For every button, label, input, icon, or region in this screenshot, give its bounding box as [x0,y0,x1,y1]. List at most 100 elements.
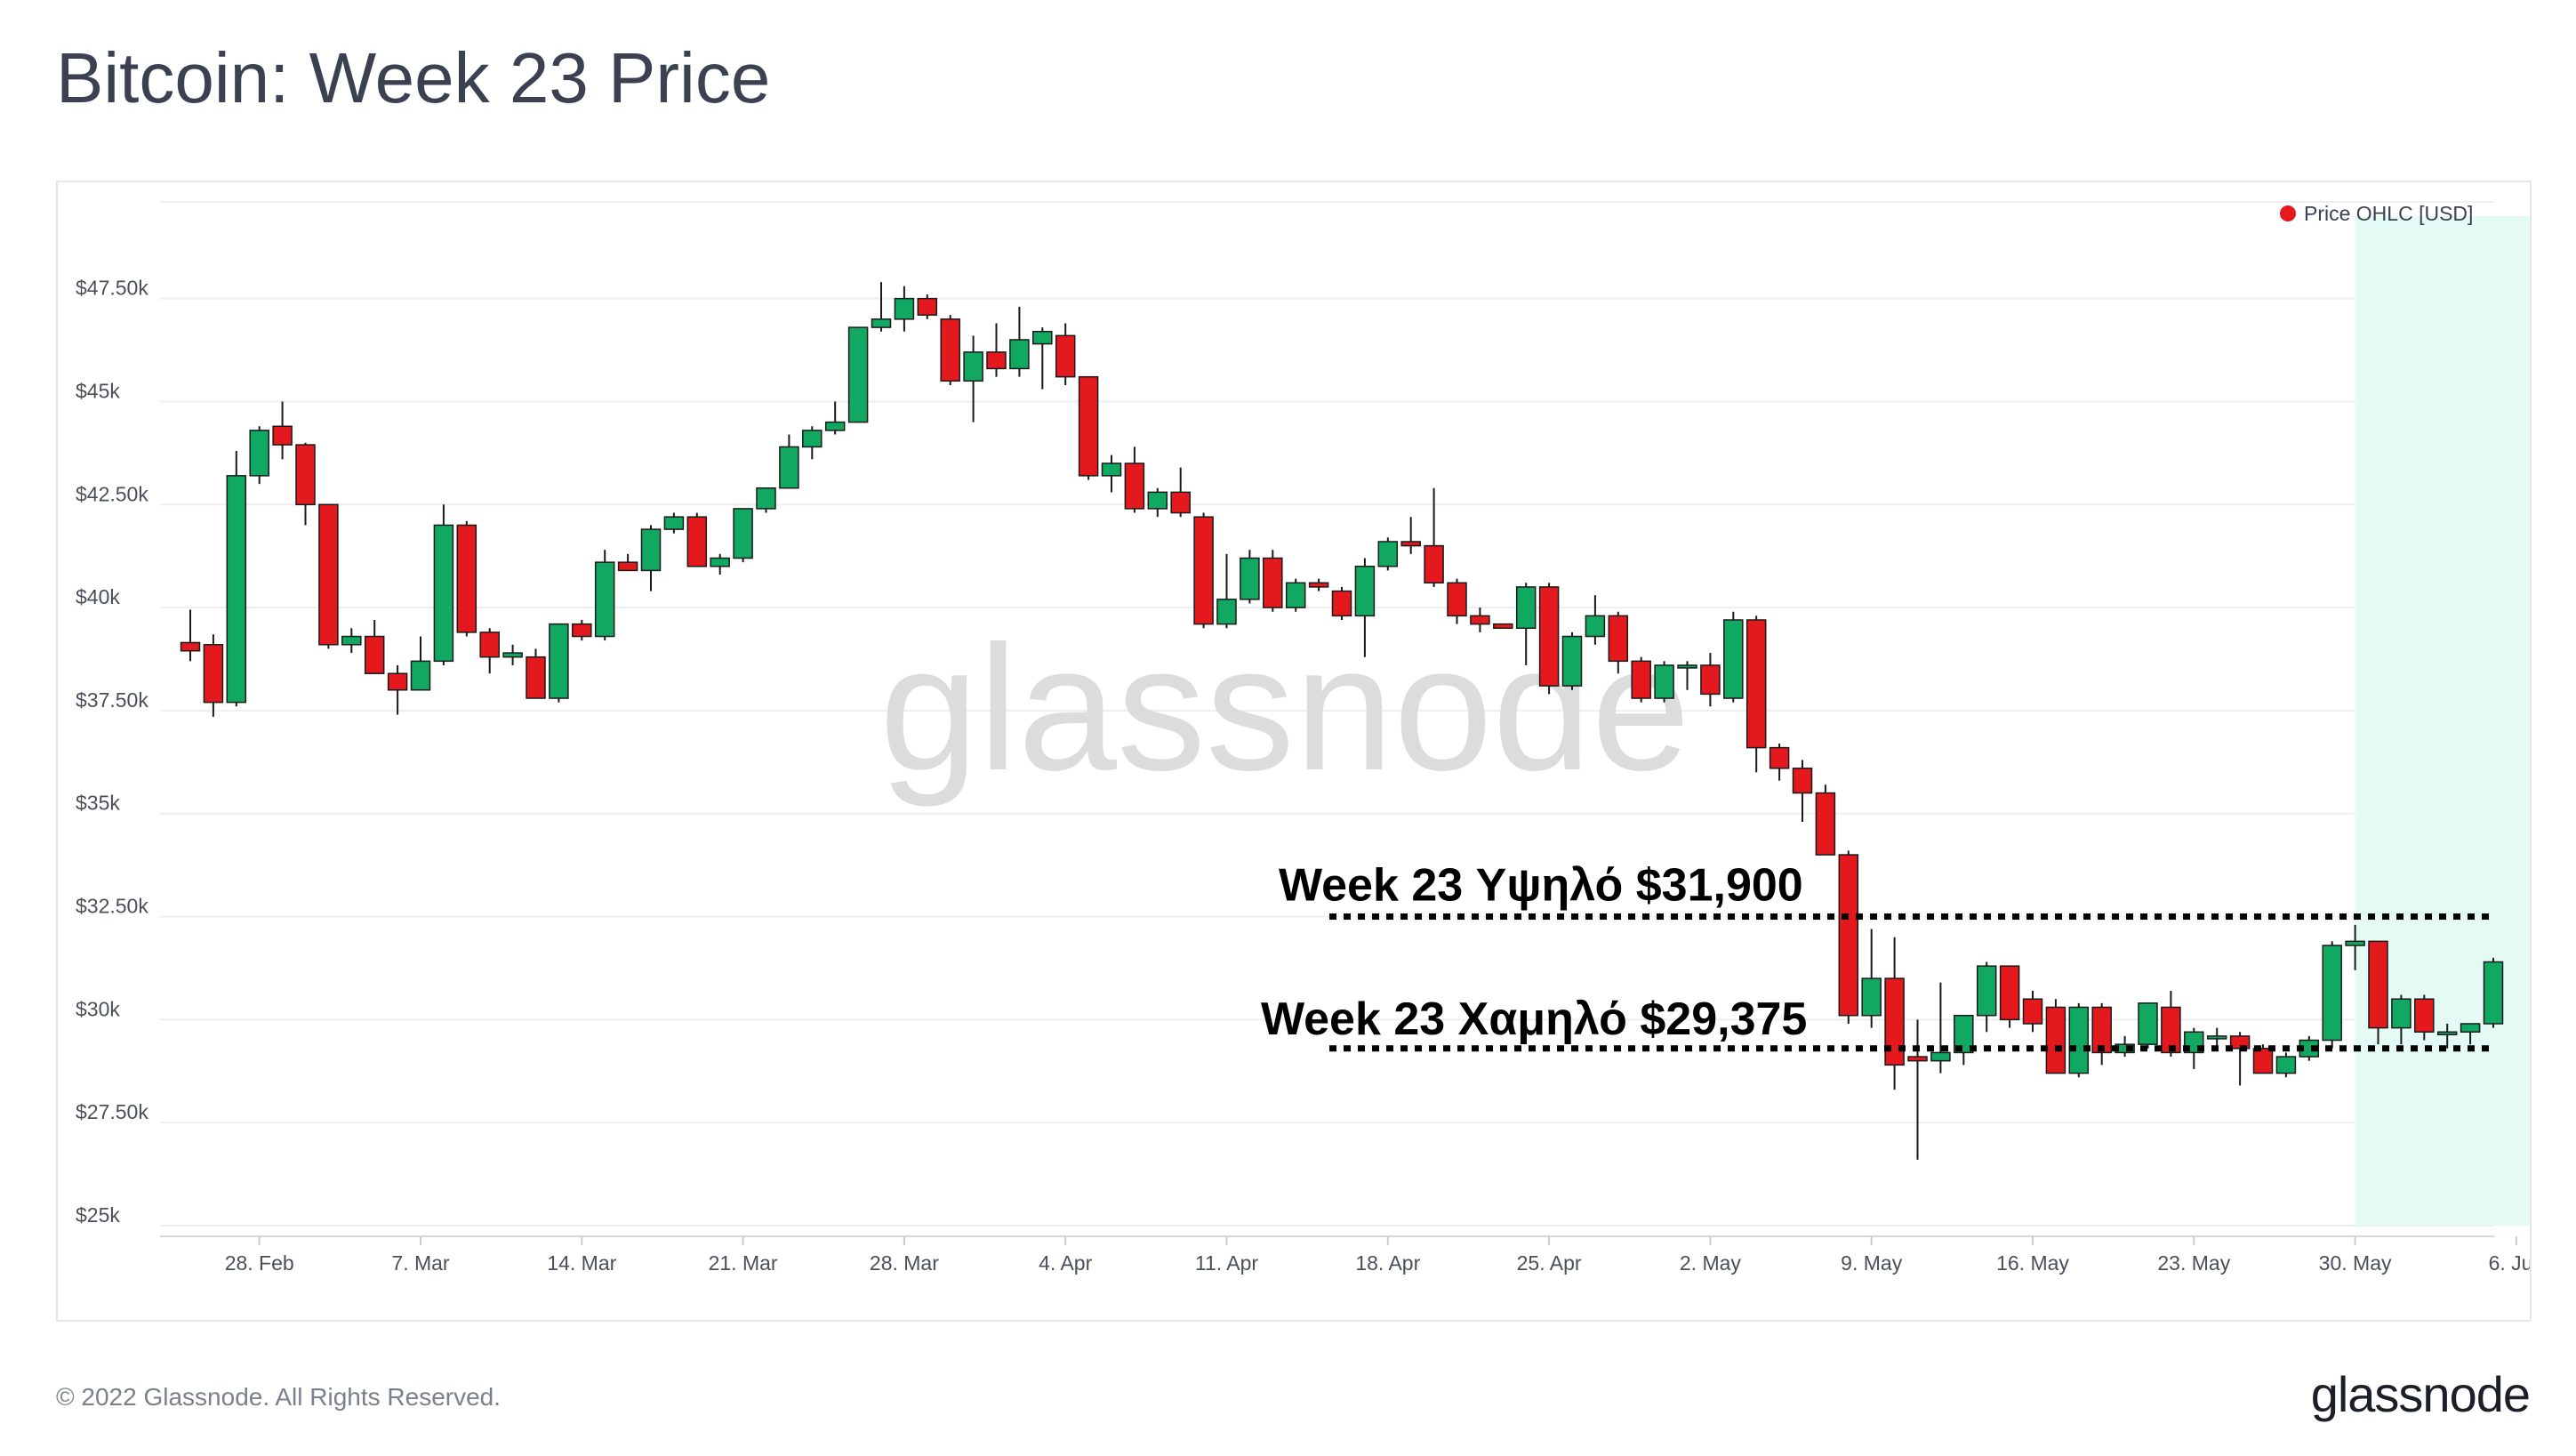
candle [2229,1032,2251,1086]
legend[interactable]: Price OHLC [USD] [2280,202,2473,225]
candle-body [572,623,592,638]
candle [364,620,385,674]
week-23-highlight [2355,216,2530,1226]
candle [1954,1014,1974,1066]
candle [1792,760,1813,822]
candle [2460,1023,2481,1045]
candle-body [640,528,662,572]
candle-body [1193,516,1214,625]
annotation-low-label: Week 23 Χαμηλό $29,375 [1261,993,1807,1045]
candle [1240,550,1260,604]
candle-body [1308,582,1329,588]
candle-body [1654,664,1674,699]
y-tick-label: $30k [76,997,120,1020]
candle-body [963,351,983,382]
candle-body [1285,582,1306,608]
candle [2275,1052,2297,1078]
candle [1078,375,1099,480]
candle [1608,611,1629,674]
highlight-band [2355,216,2530,1226]
candle-body [1216,599,1237,625]
x-tick-label: 28. Mar [870,1251,939,1275]
candle [1170,467,1191,518]
candle [871,282,892,332]
annotations: Week 23 Υψηλό $31,900 Week 23 Χαμηλό $29,… [1261,860,2494,1052]
candle-body [2161,1006,2181,1054]
candle [2022,990,2043,1033]
candle [387,664,408,715]
x-tick-label: 30. May [2319,1251,2392,1275]
candle [940,315,960,385]
candle-body [549,623,569,699]
candle-body [226,475,247,704]
candle [1861,929,1882,1028]
candle-body [1032,330,1053,345]
candle-body [341,635,362,646]
candle-body [1170,491,1191,514]
candle [1976,961,1997,1033]
candle [894,286,915,332]
candle [1447,578,1467,624]
candle-body [295,444,316,506]
candle-body [663,516,685,530]
y-tick-label: $27.50k [76,1100,148,1123]
candle [1654,661,1674,703]
candle [1745,615,1767,773]
candle [1400,517,1421,554]
candle-body [1585,615,1606,638]
candle-body [779,446,799,489]
candle-body [986,351,1007,370]
candle-body [1124,463,1145,510]
candle-body [180,641,201,652]
candle-body [1354,566,1376,617]
candle-body [1424,544,1444,584]
candle [710,553,730,575]
candle-body [1377,541,1399,567]
legend-label: Price OHLC [USD] [2304,202,2473,225]
candle [1424,487,1444,587]
candle-body [456,524,477,633]
candle-body [387,672,408,691]
candle-body [756,487,776,510]
candle-body [1999,965,2020,1021]
candle-body [1930,1051,1951,1062]
x-axis: 28. Feb 7. Mar 14. Mar 21. Mar 28. Mar 4. Apr… [225,1236,2530,1275]
candle-body [1884,977,1905,1066]
candle-body [1723,619,1744,699]
candle-body [2436,1031,2458,1036]
candle [594,550,615,641]
candle [1999,965,2020,1028]
candle [1193,512,1214,629]
candle-body [1447,582,1467,617]
candle-body [2460,1023,2481,1034]
candle [1815,784,1836,856]
candle [1308,578,1329,591]
candle-body [1515,586,1537,630]
candle-body [2368,940,2388,1029]
candle-body [1745,619,1767,749]
grid-lines [160,201,2494,1237]
candle-body [1078,375,1099,477]
candle [1884,937,1905,1090]
y-tick-label: $25k [76,1203,120,1227]
candle [847,326,869,423]
candle-body [203,644,224,704]
candle [2322,941,2342,1049]
candle-body [1677,664,1697,669]
candle [824,401,846,435]
candle [1285,578,1306,612]
candle [917,294,938,319]
candle-body [1400,541,1421,547]
candle [756,487,776,513]
candle-body [871,318,892,328]
candle [1907,1019,1928,1160]
candle-body [2068,1006,2090,1074]
candle-body [1954,1014,1974,1054]
candle-body [410,660,431,691]
candle [2045,999,2066,1074]
x-tick-label: 9. May [1841,1251,1903,1275]
candle-body [433,524,454,663]
candle [549,623,569,703]
candle [318,503,339,649]
candle [1263,550,1283,612]
